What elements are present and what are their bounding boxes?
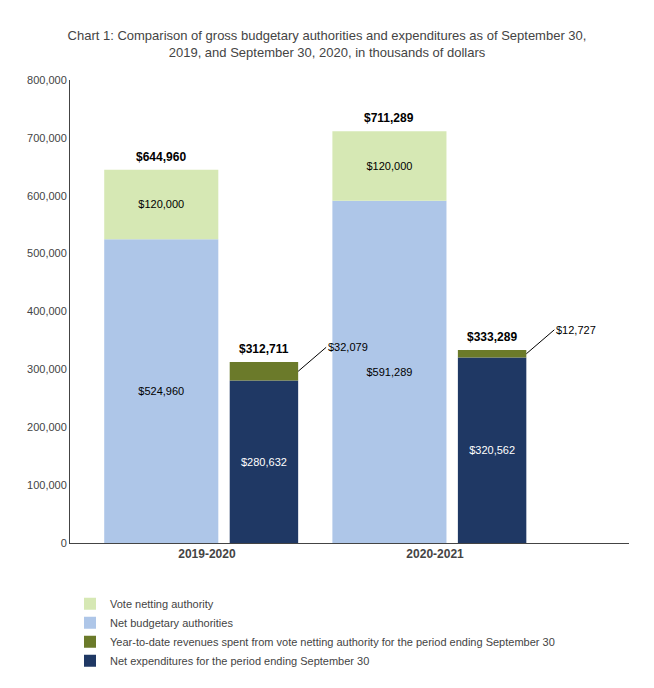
- svg-text:Net expenditures for the perio: Net expenditures for the period ending S…: [110, 655, 369, 667]
- svg-text:Net budgetary authorities: Net budgetary authorities: [110, 617, 233, 629]
- svg-text:Vote netting authority: Vote netting authority: [110, 598, 214, 610]
- svg-text:700,000: 700,000: [27, 132, 67, 144]
- svg-text:800,000: 800,000: [27, 74, 67, 86]
- svg-text:2019-2020: 2019-2020: [178, 547, 236, 561]
- svg-text:$711,289: $711,289: [364, 111, 414, 125]
- svg-text:100,000: 100,000: [27, 479, 67, 491]
- svg-text:$32,079: $32,079: [328, 341, 368, 353]
- svg-text:400,000: 400,000: [27, 305, 67, 317]
- svg-text:$312,711: $312,711: [239, 342, 289, 356]
- svg-text:$12,727: $12,727: [556, 324, 596, 336]
- svg-text:$524,960: $524,960: [138, 385, 184, 397]
- svg-text:$333,289: $333,289: [467, 330, 517, 344]
- svg-text:$591,289: $591,289: [366, 366, 412, 378]
- svg-text:Chart 1: Comparison of gross b: Chart 1: Comparison of gross budgetary a…: [68, 28, 587, 60]
- svg-text:Year-to-date revenues spent fr: Year-to-date revenues spent from vote ne…: [110, 636, 555, 648]
- svg-text:200,000: 200,000: [27, 421, 67, 433]
- svg-text:2020-2021: 2020-2021: [406, 547, 464, 561]
- svg-text:$120,000: $120,000: [366, 160, 412, 172]
- svg-text:0: 0: [61, 537, 67, 549]
- svg-text:$644,960: $644,960: [136, 150, 186, 164]
- svg-text:500,000: 500,000: [27, 247, 67, 259]
- svg-text:600,000: 600,000: [27, 190, 67, 202]
- svg-text:$120,000: $120,000: [138, 198, 184, 210]
- svg-text:$320,562: $320,562: [469, 444, 515, 456]
- svg-text:$280,632: $280,632: [241, 456, 287, 468]
- svg-text:300,000: 300,000: [27, 363, 67, 375]
